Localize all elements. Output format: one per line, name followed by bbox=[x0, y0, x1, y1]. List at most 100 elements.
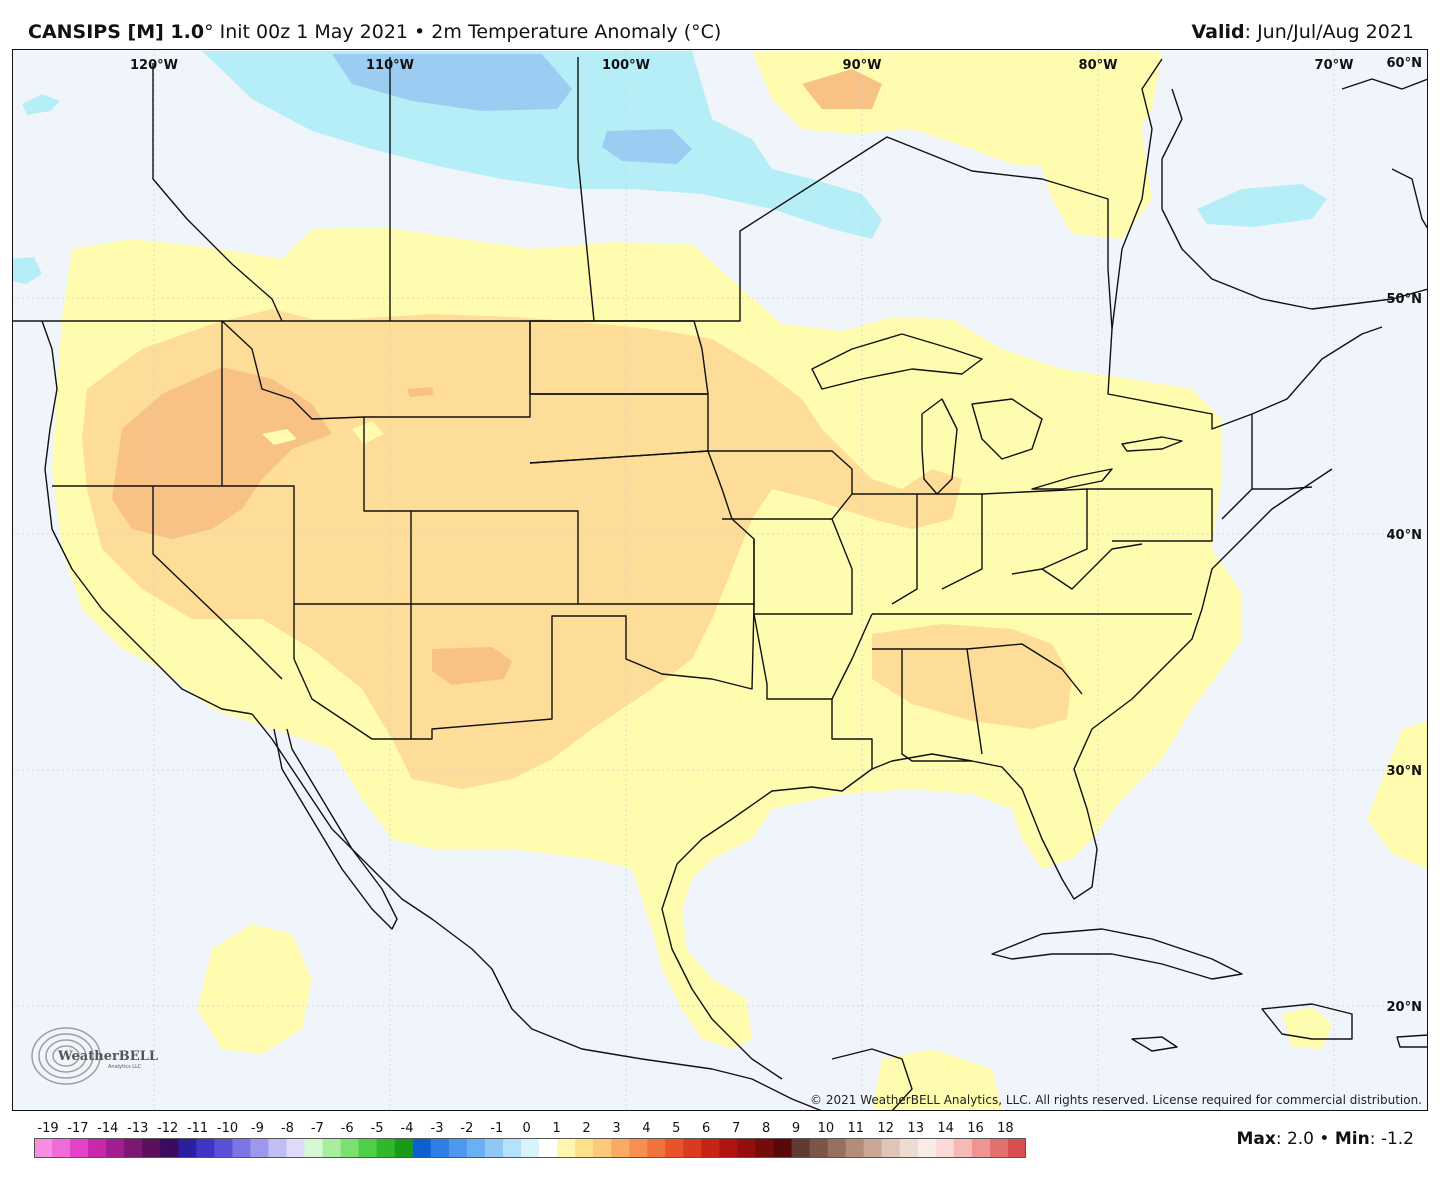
anomaly-pos-pacific bbox=[197, 924, 312, 1054]
model-name: CANSIPS [M] 1.0 bbox=[28, 21, 205, 43]
lake-huron bbox=[971, 398, 1043, 460]
colorbar-tick-label: 2 bbox=[582, 1121, 590, 1136]
colorbar-tick-label: 5 bbox=[672, 1121, 680, 1136]
colorbar-frame bbox=[34, 1138, 1026, 1158]
colorbar-tick-label: 12 bbox=[877, 1121, 894, 1136]
colorbar-tick-label: 11 bbox=[848, 1121, 865, 1136]
lake-ontario bbox=[1121, 436, 1183, 452]
colorbar-swatch bbox=[214, 1138, 233, 1158]
max-min-stats: Max: 2.0 • Min: -1.2 bbox=[1236, 1129, 1414, 1149]
colorbar-swatch bbox=[106, 1138, 125, 1158]
valid-period: Valid: Jun/Jul/Aug 2021 bbox=[1192, 18, 1414, 46]
colorbar-swatch bbox=[430, 1138, 450, 1158]
colorbar-swatch bbox=[917, 1138, 937, 1158]
colorbar-tick-label: 16 bbox=[967, 1121, 984, 1136]
lake-erie bbox=[1031, 468, 1113, 490]
colorbar-swatch bbox=[539, 1138, 558, 1158]
anomaly-pos-atlantic bbox=[1367, 721, 1428, 869]
valid-value: : Jun/Jul/Aug 2021 bbox=[1244, 21, 1414, 43]
anomaly-neg2-b bbox=[602, 129, 692, 164]
max-value: : 2.0 • bbox=[1275, 1129, 1335, 1149]
lon-label: 90°W bbox=[843, 58, 882, 73]
colorbar-swatch bbox=[629, 1138, 648, 1158]
colorbar-swatch bbox=[88, 1138, 107, 1158]
lat-label: 30°N bbox=[1387, 764, 1422, 779]
anomaly-pos2-tiny-a bbox=[407, 387, 434, 397]
colorbar-swatch bbox=[502, 1138, 522, 1158]
colorbar-swatch bbox=[845, 1138, 865, 1158]
anomaly-neg-east bbox=[1197, 184, 1327, 227]
anomaly-map: 120°W 110°W 100°W 90°W 80°W 70°W 60°N 50… bbox=[12, 49, 1428, 1111]
color-scale-legend: -19 -17 -14 -13 -12 -11 -10 -9 -8 -7 -6 -5 -4 -3 -2 -1 0… bbox=[34, 1118, 1027, 1162]
colorbar-swatch bbox=[34, 1138, 53, 1158]
colorbar-tick-label: 4 bbox=[642, 1121, 650, 1136]
colorbar-tick-label: -14 bbox=[97, 1121, 118, 1136]
colorbar-swatch bbox=[304, 1138, 324, 1158]
colorbar-tick-label: 0 bbox=[523, 1121, 531, 1136]
anomaly-neg2-a bbox=[332, 54, 572, 111]
colorbar-swatch bbox=[466, 1138, 486, 1158]
colorbar-swatch bbox=[683, 1138, 702, 1158]
colorbar-swatch bbox=[557, 1138, 576, 1158]
colorbar-swatch bbox=[575, 1138, 594, 1158]
colorbar-tick-label: 1 bbox=[552, 1121, 560, 1136]
gulf-coast bbox=[676, 468, 1333, 900]
colorbar-tick-label: -10 bbox=[217, 1121, 238, 1136]
colorbar-swatch bbox=[953, 1138, 973, 1158]
colorbar-tick-label: -2 bbox=[460, 1121, 473, 1136]
colorbar-tick-label: 3 bbox=[612, 1121, 620, 1136]
colorbar-tick-label: -5 bbox=[371, 1121, 384, 1136]
colorbar-tick-label: 7 bbox=[732, 1121, 740, 1136]
colorbar-tick-label: -17 bbox=[67, 1121, 88, 1136]
colorbar-swatch bbox=[124, 1138, 143, 1158]
graticule bbox=[12, 49, 1428, 1111]
colorbar-swatch bbox=[737, 1138, 756, 1158]
colorbar-tick-label: -11 bbox=[187, 1121, 208, 1136]
anomaly-pos2-nm bbox=[432, 647, 512, 685]
colorbar-swatch bbox=[1007, 1138, 1027, 1158]
lat-label: 60°N bbox=[1387, 56, 1422, 71]
state-lines bbox=[52, 320, 1313, 769]
colorbar-swatch bbox=[376, 1138, 396, 1158]
degree-mark: ° bbox=[204, 21, 214, 43]
colorbar-swatch bbox=[719, 1138, 738, 1158]
colorbar-swatch bbox=[520, 1138, 540, 1158]
anomaly-neg-canada bbox=[202, 51, 882, 239]
lon-label: 70°W bbox=[1315, 58, 1354, 73]
colorbar-swatch bbox=[935, 1138, 955, 1158]
colorbar-swatch bbox=[322, 1138, 342, 1158]
colorbar-swatch bbox=[52, 1138, 71, 1158]
min-value: : -1.2 bbox=[1369, 1129, 1414, 1149]
colorbar-tick-label: -19 bbox=[37, 1121, 58, 1136]
colorbar-swatch bbox=[160, 1138, 179, 1158]
colorbar-tick-label: 13 bbox=[907, 1121, 924, 1136]
borders bbox=[12, 57, 1428, 1111]
anomaly-neg-nw-tiny bbox=[22, 94, 60, 115]
colorbar-tick-label: 10 bbox=[818, 1121, 835, 1136]
colorbar-tick-label: -7 bbox=[311, 1121, 324, 1136]
valid-label: Valid bbox=[1191, 21, 1245, 43]
colorbar-swatch bbox=[142, 1138, 161, 1158]
colorbar-swatch bbox=[971, 1138, 991, 1158]
anomaly-neg-west-coast bbox=[12, 257, 42, 284]
colorbar-swatch bbox=[791, 1138, 811, 1158]
colorbar-swatch bbox=[70, 1138, 89, 1158]
map-frame bbox=[12, 49, 1428, 1111]
lon-label: 100°W bbox=[602, 58, 650, 73]
lake-highlights bbox=[262, 421, 384, 445]
colorbar-swatch bbox=[358, 1138, 378, 1158]
colorbar-swatch bbox=[665, 1138, 684, 1158]
colorbar-tick-label: -13 bbox=[127, 1121, 148, 1136]
logo-subtext: Analytics LLC bbox=[108, 1064, 142, 1070]
anomaly-pos-canada-east bbox=[1032, 119, 1152, 239]
anomaly-pos2-tiny-b bbox=[190, 439, 202, 457]
logo-text: WeatherBELL bbox=[57, 1049, 158, 1064]
anomaly-pos-southeast bbox=[872, 624, 1072, 729]
longitude-labels: 120°W 110°W 100°W 90°W 80°W 70°W bbox=[130, 58, 1353, 73]
colorbar-swatch bbox=[484, 1138, 504, 1158]
colorbar-tick-label: 9 bbox=[792, 1121, 800, 1136]
colorbar-swatch bbox=[286, 1138, 306, 1158]
colorbar-swatch bbox=[863, 1138, 883, 1158]
jamaica bbox=[1131, 1036, 1178, 1052]
colorbar-tick-label: 14 bbox=[937, 1121, 954, 1136]
